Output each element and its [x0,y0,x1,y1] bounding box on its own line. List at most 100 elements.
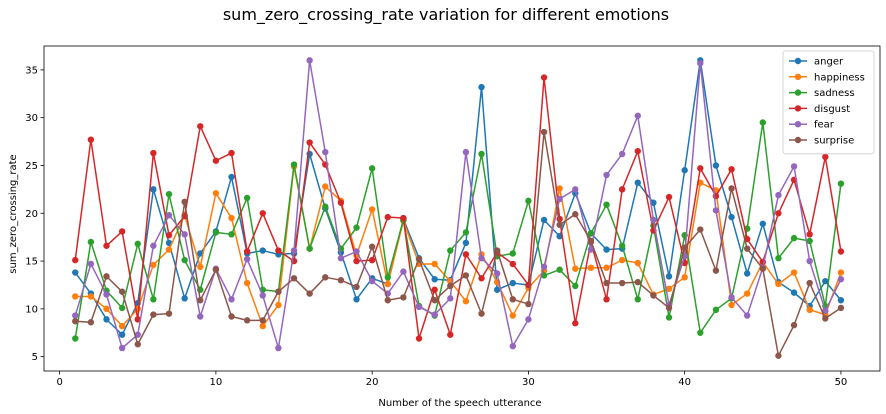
data-point-sadness [118,304,126,312]
data-point-sadness [478,150,485,158]
data-point-surprise [509,296,516,303]
data-point-anger [837,297,845,304]
data-point-sadness [322,203,329,210]
data-point-disgust [603,296,610,303]
data-point-surprise [353,283,360,291]
data-point-sadness [806,237,813,245]
data-point-anger [493,286,501,293]
data-point-happiness [118,322,126,330]
data-point-surprise [775,352,782,359]
y-tick-label: 25 [25,161,38,172]
data-point-surprise [400,294,407,301]
data-point-happiness [603,264,610,271]
legend-item-surprise: surprise [789,136,854,147]
data-point-surprise [181,198,188,206]
data-point-fear [790,163,798,170]
series-happiness [72,163,845,330]
data-point-happiness [743,290,751,297]
data-point-happiness [103,305,110,313]
data-point-fear [697,60,704,67]
data-point-fear [337,255,345,262]
data-point-anger [790,289,798,296]
data-point-sadness [556,266,563,273]
data-point-disgust [462,251,470,258]
data-point-sadness [775,255,782,262]
data-point-disgust [275,247,282,254]
data-point-happiness [837,269,845,276]
legend-label: disgust [814,104,850,115]
data-point-disgust [243,248,251,255]
data-point-happiness [275,301,282,309]
series-surprise [72,128,845,359]
data-point-happiness [556,185,563,192]
data-point-disgust [400,214,407,222]
data-point-sadness [212,229,220,236]
data-point-surprise [525,300,532,308]
y-tick-label: 5 [32,352,38,363]
data-point-disgust [540,74,548,81]
data-point-happiness [322,183,329,190]
data-point-surprise [103,273,110,280]
data-point-sadness [525,197,532,205]
data-point-disgust [72,256,79,264]
x-axis-label: Number of the speech utterance [378,398,541,409]
y-tick-label: 30 [25,113,38,124]
data-point-disgust [837,248,845,255]
data-point-happiness [150,261,157,269]
data-point-fear [462,148,470,156]
data-point-fear [87,260,95,268]
data-point-happiness [368,206,376,213]
data-point-surprise [415,255,423,263]
data-point-surprise [337,276,345,284]
data-point-surprise [650,292,657,299]
data-point-anger [603,246,610,253]
data-point-fear [634,112,641,119]
data-point-sadness [618,242,626,249]
series-line-surprise [75,131,842,357]
data-point-surprise [290,275,298,282]
data-point-surprise [822,315,829,322]
data-point-fear [603,171,610,179]
data-point-surprise [665,304,673,312]
data-point-fear [103,291,110,298]
data-point-happiness [87,293,95,300]
data-point-surprise [275,288,282,295]
data-point-disgust [447,331,454,338]
data-point-surprise [759,265,766,272]
data-point-happiness [790,269,798,276]
data-point-fear [72,312,79,319]
data-point-happiness [384,280,391,288]
data-point-fear [431,311,438,318]
data-point-anger [634,179,641,186]
data-point-fear [618,150,626,158]
data-point-sadness [712,306,720,314]
data-point-anger [228,173,235,181]
data-point-happiness [212,190,220,197]
data-point-sadness [228,231,235,238]
data-point-sadness [181,256,188,264]
data-point-surprise [87,319,95,326]
data-point-fear [306,57,313,64]
data-point-surprise [368,243,376,250]
data-point-disgust [228,149,235,157]
data-point-anger [431,276,438,283]
data-point-surprise [743,245,751,252]
data-point-surprise [806,279,813,287]
series-line-sadness [74,121,842,339]
data-point-disgust [572,320,579,327]
data-point-happiness [431,260,438,268]
data-point-disgust [337,199,345,206]
data-point-anger [822,277,829,285]
data-point-fear [368,277,376,285]
data-point-happiness [775,280,782,288]
data-point-disgust [87,136,95,143]
data-point-happiness [681,274,688,281]
data-point-sadness [759,119,766,126]
data-point-disgust [384,213,391,221]
data-point-surprise [587,237,595,245]
legend-item-anger: anger [789,57,844,68]
data-point-fear [197,313,204,320]
data-point-disgust [259,210,266,217]
data-point-happiness [665,285,673,292]
